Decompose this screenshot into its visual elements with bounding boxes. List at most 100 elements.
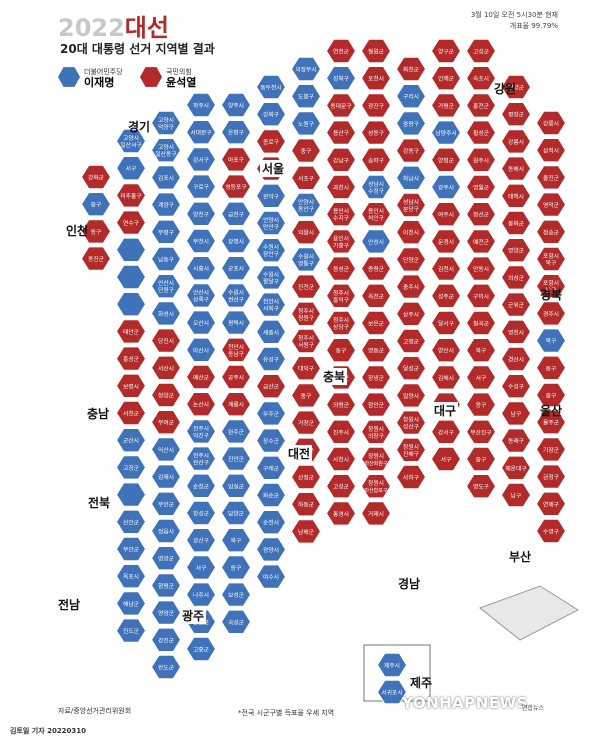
district-hex: 안성시 bbox=[360, 229, 392, 254]
district-hex: 원주시 bbox=[465, 147, 497, 172]
district-label: 화성시 bbox=[158, 310, 174, 318]
district-label: 군포시 bbox=[228, 266, 244, 273]
legend-candidate: 윤석열 bbox=[166, 76, 197, 89]
district-label: 안산시 bbox=[158, 279, 174, 287]
district-label: 창원시 bbox=[403, 443, 419, 451]
district-hex: 김포시 bbox=[150, 165, 182, 190]
district-hex: 북구 bbox=[220, 528, 252, 553]
district-hex: 마포구 bbox=[220, 147, 252, 172]
district-hex: 연수구 bbox=[115, 210, 147, 235]
district-label: 여주시 bbox=[438, 211, 454, 219]
district-label: 고성군 bbox=[333, 483, 350, 491]
district-label: 동구 bbox=[476, 402, 487, 409]
district-label: 고양시 bbox=[158, 116, 174, 124]
region-label-chungbuk: 충북 bbox=[321, 368, 348, 385]
district-hex: 종로구 bbox=[255, 129, 287, 154]
district-hex: 산청군 bbox=[290, 464, 322, 490]
district-label: 창원시 bbox=[368, 452, 384, 460]
district-label: 양천구 bbox=[193, 210, 210, 218]
district-hex: 예산군 bbox=[185, 364, 217, 390]
district-label: 일산동구 bbox=[155, 150, 177, 158]
district-label: 신안군 bbox=[123, 518, 140, 526]
district-label: 기흥구 bbox=[333, 241, 350, 249]
district-label: 포항시 bbox=[543, 279, 559, 287]
district-label: 덕진구 bbox=[193, 431, 210, 439]
district-label: 용인시 bbox=[368, 208, 384, 215]
district-label: 동구 bbox=[336, 348, 347, 355]
district-hex: 충주시 bbox=[395, 274, 427, 299]
district-hex: 강남구 bbox=[325, 147, 357, 172]
legend-note: *전국 시군구별 득표율 우세 지역 bbox=[238, 709, 335, 717]
district-hex: 관악구 bbox=[255, 183, 287, 208]
district-hex-jeju: 서귀포시 bbox=[376, 679, 408, 705]
district-hex: 서구 bbox=[115, 156, 147, 181]
district-label: 음성군 bbox=[333, 265, 350, 273]
district-label: 장수군 bbox=[263, 438, 280, 445]
district-label: 가평군 bbox=[438, 102, 455, 110]
district-hex: 영동군 bbox=[360, 338, 392, 363]
district-hex: 목포시 bbox=[115, 564, 147, 589]
district-hex: 평창군 bbox=[500, 102, 532, 127]
district-label: 영덕군 bbox=[543, 201, 560, 209]
legend-swatch-blue bbox=[58, 67, 80, 87]
district-hex: 청송군 bbox=[535, 219, 567, 244]
district-hex: 고령군 bbox=[395, 328, 427, 354]
district-label: 증평군 bbox=[368, 265, 385, 273]
district-hex: 서구 bbox=[185, 555, 217, 580]
district-hex: 홍성군 bbox=[115, 346, 147, 371]
district-hex: 강릉시 bbox=[500, 129, 532, 154]
district-hex: 연제구 bbox=[535, 491, 567, 516]
district-label: 천안시 bbox=[228, 343, 244, 351]
district-label: 울주군 bbox=[543, 420, 560, 427]
district-label: 서구 bbox=[196, 564, 207, 572]
district-label: 강화군 bbox=[88, 175, 105, 182]
district-label: 연제구 bbox=[543, 500, 560, 508]
district-hex: 군산시 bbox=[115, 428, 147, 453]
district-label: 관악구 bbox=[263, 192, 280, 200]
district-hex: 동구 bbox=[325, 338, 357, 363]
district-label: 구미시 bbox=[473, 292, 489, 300]
district-label: 용인시 bbox=[333, 235, 349, 242]
district-label: 완주군 bbox=[228, 428, 245, 436]
district-hex: 강동구 bbox=[395, 138, 427, 163]
district-label: 영양군 bbox=[508, 247, 525, 255]
district-label: 남구 bbox=[511, 410, 522, 418]
district-label: 천안시 bbox=[263, 298, 279, 306]
district-label: 무주군 bbox=[263, 411, 280, 418]
district-hex: 고성군 bbox=[325, 474, 357, 499]
district-hex: 서산시 bbox=[150, 355, 182, 380]
district-label: 기장군 bbox=[543, 446, 560, 454]
district-label: 강서구 bbox=[193, 156, 210, 164]
district-hex: 보성군 bbox=[220, 582, 252, 607]
district-label: 속초시 bbox=[473, 75, 489, 83]
district-label: 도봉구 bbox=[298, 94, 315, 101]
district-hex: 영도구 bbox=[465, 474, 497, 499]
district-hex: 정읍시 bbox=[150, 518, 182, 544]
district-hex: 무주군 bbox=[255, 401, 287, 426]
district-label: 처인구 bbox=[368, 214, 385, 222]
district-hex: 순창군 bbox=[185, 473, 217, 498]
region-label-seoul: 서울 bbox=[260, 160, 287, 177]
district-hex: 여주시 bbox=[430, 202, 462, 227]
district-hex: 나주시 bbox=[185, 582, 217, 607]
district-hex: 부산진구 bbox=[465, 419, 497, 444]
status-rate: 개표율 99.79% bbox=[509, 22, 558, 30]
district-hex: 시흥시 bbox=[185, 256, 217, 281]
district-label: 수영구 bbox=[543, 528, 560, 536]
district-hex: 도봉구 bbox=[290, 84, 322, 109]
region-label-gyeonggi: 경기 bbox=[128, 120, 151, 134]
district-label: 중구 bbox=[301, 148, 312, 155]
district-hex: 화성시 bbox=[150, 301, 182, 326]
district-hex bbox=[115, 237, 147, 262]
district-hex: 부평구 bbox=[150, 219, 182, 244]
district-label: 홍성군 bbox=[123, 355, 140, 363]
district-label: 구례군 bbox=[263, 464, 280, 472]
headline-subtitle: 20대 대통령 선거 지역별 결과 bbox=[60, 42, 215, 56]
district-hex: 성동구 bbox=[360, 120, 392, 145]
